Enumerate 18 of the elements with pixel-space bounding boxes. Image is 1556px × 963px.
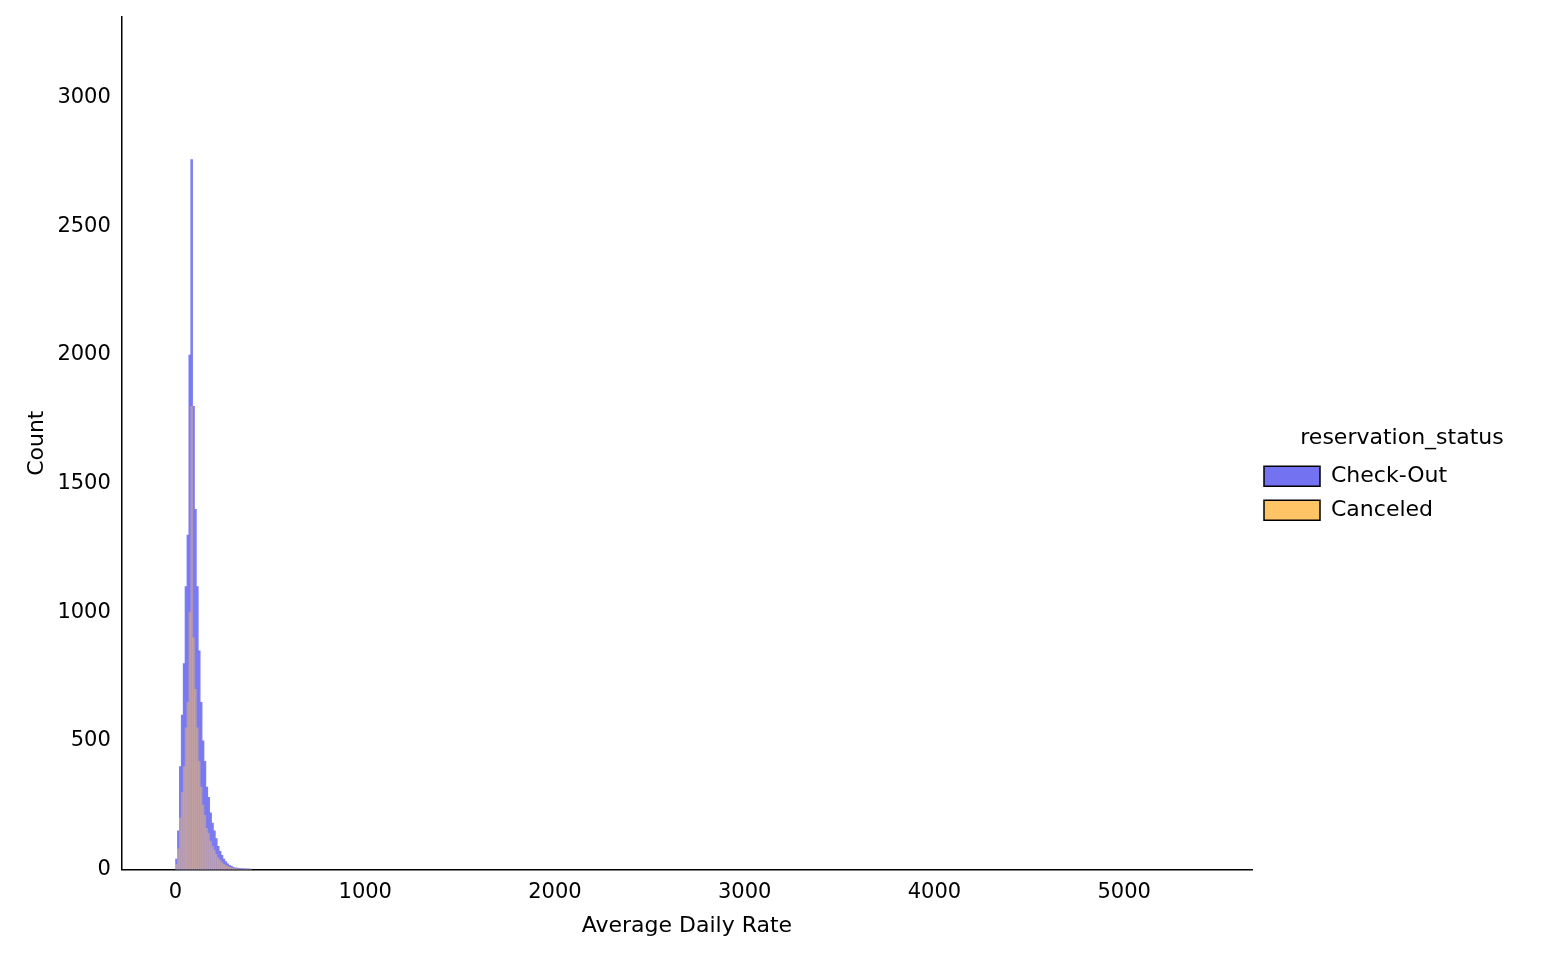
y-axis-title: Count [22, 410, 48, 476]
y-tick-label: 2500 [57, 212, 111, 237]
legend-title: reservation_status [1300, 423, 1504, 450]
x-tick-label: 1000 [338, 879, 392, 904]
y-tick-label: 1500 [57, 470, 111, 495]
x-tick-label: 5000 [1097, 879, 1151, 904]
x-tick-label: 0 [168, 879, 183, 904]
x-tick-label: 4000 [907, 879, 962, 904]
x-axis-title: Average Daily Rate [581, 911, 793, 937]
x-tick-label: 2000 [528, 879, 582, 904]
y-tick-label: 1000 [57, 598, 111, 623]
y-tick-label: 0 [97, 855, 111, 880]
x-tick-label: 3000 [717, 879, 772, 904]
y-tick-label: 2000 [57, 341, 111, 366]
legend-label: Check-Out [1331, 461, 1448, 487]
legend-label: Canceled [1331, 495, 1434, 521]
y-tick-label: 500 [70, 727, 111, 752]
y-tick-label: 3000 [57, 84, 111, 109]
